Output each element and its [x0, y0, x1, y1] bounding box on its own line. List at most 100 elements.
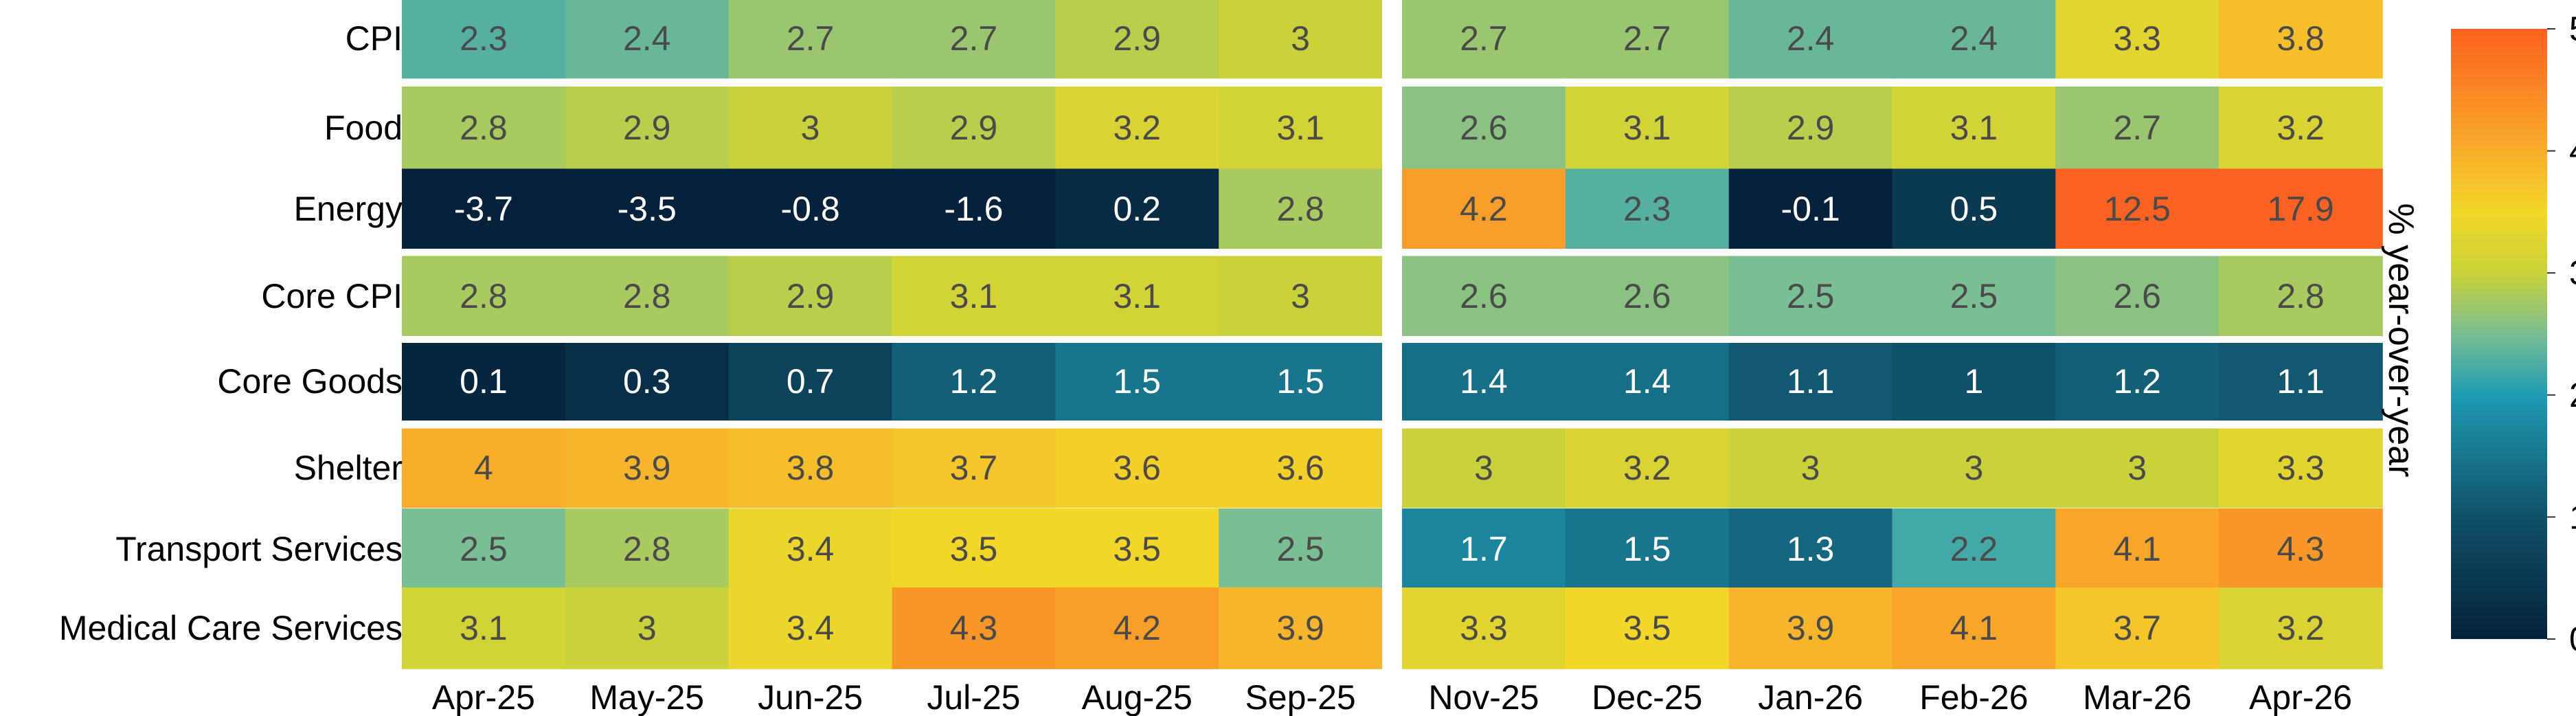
cell-value-label: 12.5 — [2104, 190, 2171, 228]
heatmap-cell-shelter-jul-25 — [892, 428, 1057, 508]
cell-value-label: 3.1 — [950, 277, 998, 315]
row-group-gap-3 — [402, 336, 2382, 343]
heatmap-cell-medical-care-services-apr-26 — [2219, 588, 2383, 669]
heatmap-cell-cpi-aug-25 — [1055, 0, 1219, 79]
cell-value-label: 1.2 — [2113, 362, 2161, 401]
heatmap-value-labels: 2.3 2.4 2.7 2.7 2.9 3 2.7 2.7 2.4 2.4 3.3 3.8 2.8 2.9… — [454, 19, 2334, 647]
heatmap-cell-transport-services-may-25 — [565, 508, 730, 590]
cell-value-label: 4.2 — [1460, 190, 1508, 228]
heatmap-cell-cpi-may-25 — [565, 0, 730, 79]
heatmap-cell-core-goods-may-25 — [565, 342, 730, 421]
row-group-gap-1 — [402, 79, 2382, 86]
heatmap-cell-transport-services-feb-26 — [1892, 508, 2057, 590]
cell-value-label: 3.6 — [1276, 449, 1324, 487]
heatmap-cell-core-goods-nov-25 — [1402, 342, 1566, 421]
row-label-medical-care-services: Medical Care Services — [59, 609, 403, 647]
cell-value-label: 0.5 — [1950, 190, 1998, 228]
cell-value-label: -0.1 — [1781, 190, 1840, 228]
cell-value-label: 2.8 — [623, 530, 671, 568]
cell-value-label: 2.2 — [1950, 530, 1998, 568]
colorbar-tick-label: 5 — [2569, 10, 2576, 48]
cell-value-label: 2.4 — [623, 19, 671, 58]
heatmap-cell-medical-care-services-dec-25 — [1565, 588, 1730, 669]
cell-value-label: 2.9 — [623, 109, 671, 147]
heatmap-cell-energy-nov-25 — [1402, 168, 1566, 250]
row-label-shelter: Shelter — [294, 449, 403, 487]
cell-value-label: 3.5 — [950, 530, 998, 568]
colorbar-tick-label: 4 — [2569, 132, 2576, 170]
column-label-aug-25: Aug-25 — [1082, 678, 1193, 716]
heatmap-cell-medical-care-services-nov-25 — [1402, 588, 1566, 669]
heatmap-cell-food-sep-25 — [1219, 87, 1383, 170]
cell-value-label: 3 — [1474, 449, 1493, 487]
colorbar-tick-label: 0 — [2569, 620, 2576, 658]
row-group-gap-4 — [402, 421, 2382, 427]
cell-value-label: 3.1 — [460, 609, 508, 647]
heatmap-cell-core-cpi-nov-25 — [1402, 256, 1566, 337]
column-label-jun-25: Jun-25 — [758, 678, 863, 716]
cell-value-label: 0.1 — [460, 362, 508, 401]
column-label-apr-26: Apr-26 — [2249, 678, 2352, 716]
cell-value-label: 2.6 — [1623, 277, 1671, 315]
column-labels: Apr-25 May-25 Jun-25 Jul-25 Aug-25 Sep-25 Nov-… — [432, 678, 2352, 716]
column-label-dec-25: Dec-25 — [1592, 678, 1702, 716]
heatmap-cell-core-cpi-may-25 — [565, 256, 730, 337]
cell-value-label: 3.2 — [2276, 609, 2325, 647]
cell-value-label: 2.8 — [460, 109, 508, 147]
cell-value-label: 0.3 — [623, 362, 671, 401]
heatmap-cell-transport-services-apr-25 — [402, 508, 566, 590]
colorbar-tick-label: 2 — [2569, 376, 2576, 414]
heatmap-cell-cpi-dec-25 — [1565, 0, 1730, 79]
colorbar: 0 1 2 3 4 5 % year-over-year — [2381, 10, 2576, 658]
heatmap-cell-food-may-25 — [565, 87, 730, 170]
heatmap-cell-medical-care-services-aug-25 — [1055, 588, 1219, 669]
heatmap-cell-shelter-may-25 — [565, 428, 730, 508]
cell-value-label: 3 — [1291, 277, 1310, 315]
heatmap-cell-shelter-feb-26 — [1892, 428, 2057, 508]
colorbar-title: % year-over-year — [2381, 203, 2421, 478]
heatmap-cell-medical-care-services-jul-25 — [892, 588, 1057, 669]
cell-value-label: 2.7 — [1460, 19, 1508, 58]
heatmap-cell-shelter-jun-25 — [728, 428, 893, 508]
cell-value-label: 3 — [801, 109, 820, 147]
heatmap-cell-transport-services-nov-25 — [1402, 508, 1566, 590]
heatmap-cell-core-goods-apr-25 — [402, 342, 566, 421]
column-label-sep-25: Sep-25 — [1245, 678, 1355, 716]
cell-value-label: 2.7 — [2113, 109, 2161, 147]
cell-value-label: 1 — [1965, 362, 1984, 401]
cell-value-label: 1.3 — [1787, 530, 1835, 568]
heatmap-cell-medical-care-services-jun-25 — [728, 588, 893, 669]
cell-value-label: 3 — [1291, 19, 1310, 58]
cell-value-label: 2.4 — [1950, 19, 1998, 58]
heatmap-cell-medical-care-services-apr-25 — [402, 588, 566, 669]
row-labels: CPI Food Energy Core CPI Core Goods Shelter Tr… — [59, 19, 403, 647]
colorbar-gradient — [2451, 29, 2547, 639]
cell-value-label: 1.5 — [1623, 530, 1671, 568]
heatmap-cell-core-goods-feb-26 — [1892, 342, 2057, 421]
heatmap-cell-shelter-apr-25 — [402, 428, 566, 508]
heatmap-cell-medical-care-services-sep-25 — [1219, 588, 1383, 669]
heatmap-cell-core-cpi-apr-26 — [2219, 256, 2383, 337]
row-group-gap-2 — [402, 249, 2382, 256]
row-label-food: Food — [324, 109, 403, 147]
heatmap-cell-transport-services-mar-26 — [2055, 508, 2219, 590]
cell-value-label: 2.6 — [1460, 109, 1508, 147]
column-label-nov-25: Nov-25 — [1428, 678, 1539, 716]
cell-value-label: 3 — [637, 609, 657, 647]
heatmap-cell-core-goods-jun-25 — [728, 342, 893, 421]
cell-value-label: 2.8 — [1276, 190, 1324, 228]
cell-value-label: 3.9 — [623, 449, 671, 487]
row-label-cpi: CPI — [346, 19, 403, 58]
heatmap-cell-core-cpi-jan-26 — [1728, 256, 1893, 337]
heatmap-cell-energy-jun-25 — [728, 168, 893, 250]
heatmap-cell-medical-care-services-mar-26 — [2055, 588, 2219, 669]
cell-value-label: -3.5 — [618, 190, 677, 228]
heatmap-cell-cpi-mar-26 — [2055, 0, 2219, 79]
heatmap-cell-core-cpi-jun-25 — [728, 256, 893, 337]
colorbar-tick-label: 3 — [2569, 254, 2576, 292]
heatmap-cell-shelter-dec-25 — [1565, 428, 1730, 508]
heatmap-cell-core-cpi-jul-25 — [892, 256, 1057, 337]
heatmap-cell-medical-care-services-jan-26 — [1728, 588, 1893, 669]
row-label-core-cpi: Core CPI — [261, 277, 403, 315]
heatmap-cell-food-nov-25 — [1402, 87, 1566, 170]
